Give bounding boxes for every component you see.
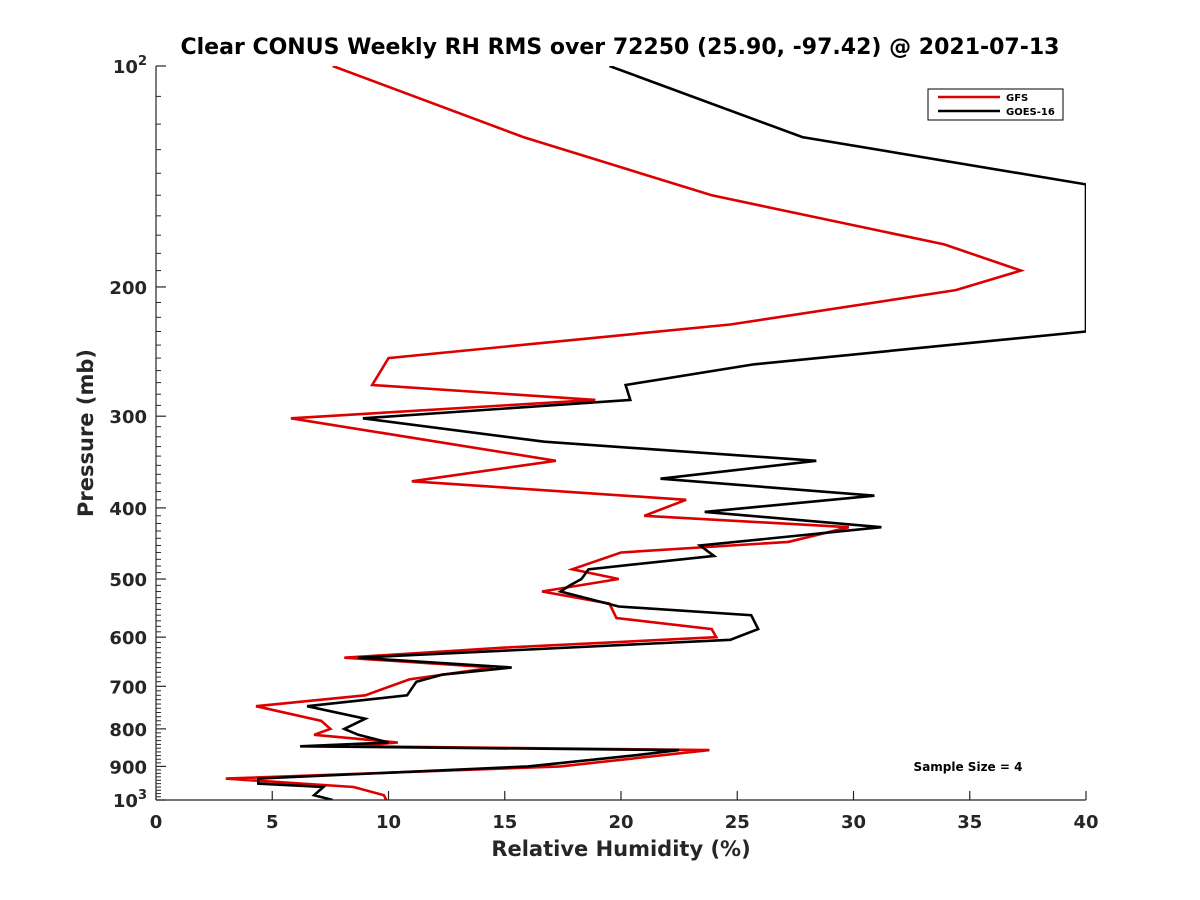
tick-labels: 0 5 10 15 20 25 30 35 40 102 200 300 400 500 600 700 800… <box>109 54 1098 833</box>
legend: GFS GOES-16 <box>927 88 1064 121</box>
plot-area <box>156 66 1086 800</box>
y-tick-label: 200 <box>109 278 147 299</box>
x-tick-label: 10 <box>376 812 401 833</box>
x-tick-label: 30 <box>841 812 866 833</box>
sample-size-annotation: Sample Size = 4 <box>914 760 1023 774</box>
series-layer <box>225 66 1086 800</box>
x-tick-label: 20 <box>608 812 633 833</box>
x-tick-label: 5 <box>266 812 279 833</box>
y-axis-label: Pressure (mb) <box>74 349 98 517</box>
x-tick-label: 40 <box>1073 812 1098 833</box>
y-tick-label: 700 <box>109 677 147 698</box>
y-tick-label: 600 <box>109 628 147 649</box>
y-tick-label: 103 <box>113 788 147 812</box>
y-tick-label: 300 <box>109 407 147 428</box>
y-tick-label: 800 <box>109 720 147 741</box>
y-tick-label: 900 <box>109 757 147 778</box>
y-tick-label: 500 <box>109 570 147 591</box>
legend-label-goes16: GOES-16 <box>1006 107 1055 118</box>
legend-box <box>927 88 1064 121</box>
axes <box>155 65 1087 801</box>
series-line-goes16 <box>256 66 1086 800</box>
y-tick-label: 102 <box>113 54 147 78</box>
series-line-gfs <box>225 66 1026 800</box>
x-tick-label: 35 <box>957 812 982 833</box>
legend-label-gfs: GFS <box>1006 93 1028 104</box>
y-tick-label: 400 <box>109 499 147 520</box>
chart-title: Clear CONUS Weekly RH RMS over 72250 (25… <box>181 35 1060 60</box>
x-tick-label: 25 <box>725 812 750 833</box>
x-axis-label: Relative Humidity (%) <box>491 837 750 861</box>
x-tick-label: 15 <box>492 812 517 833</box>
x-tick-label: 0 <box>150 812 163 833</box>
